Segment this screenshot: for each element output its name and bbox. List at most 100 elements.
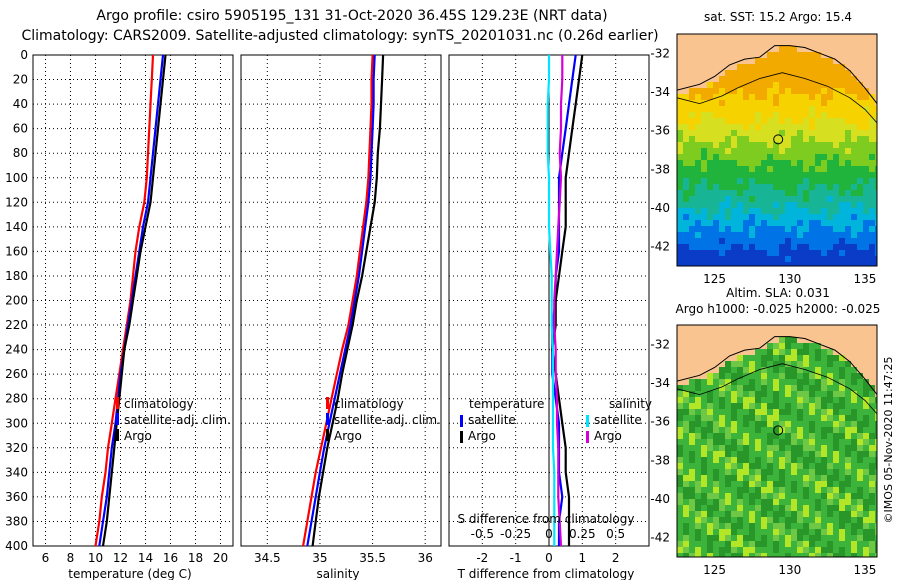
map-cell xyxy=(863,208,870,215)
map-cell xyxy=(809,52,816,59)
map-cell xyxy=(725,112,732,119)
map-cell xyxy=(857,64,864,71)
map-cell xyxy=(695,244,702,251)
map-cell xyxy=(863,535,870,542)
map-cell xyxy=(707,196,714,203)
map-cell xyxy=(857,88,864,95)
map-cell xyxy=(731,439,738,446)
map-cell xyxy=(857,325,864,332)
map-cell xyxy=(725,487,732,494)
map-cell xyxy=(731,232,738,239)
map-cell xyxy=(863,403,870,410)
map-cell xyxy=(695,517,702,524)
map-cell xyxy=(713,373,720,380)
map-cell xyxy=(863,439,870,446)
map-cell xyxy=(791,88,798,95)
map-cell xyxy=(749,148,756,155)
map-cell xyxy=(875,547,877,554)
map-cell xyxy=(749,262,756,266)
map-cell xyxy=(815,220,822,227)
map-cell xyxy=(791,397,798,404)
map-cell xyxy=(857,427,864,434)
map-cell xyxy=(839,487,846,494)
map-cell xyxy=(863,469,870,476)
map-cell xyxy=(839,46,846,53)
map-cell xyxy=(677,451,684,458)
map-cell xyxy=(803,373,810,380)
map-cell xyxy=(713,553,720,557)
map-cell xyxy=(713,88,720,95)
map-cell xyxy=(749,403,756,410)
map-cell xyxy=(689,397,696,404)
map-cell xyxy=(821,262,828,266)
map-cell xyxy=(809,178,816,185)
map-cell xyxy=(761,421,768,428)
map-cell xyxy=(701,325,708,332)
map-cell xyxy=(737,88,744,95)
map-cell xyxy=(737,130,744,137)
map-cell xyxy=(713,415,720,422)
map-cell xyxy=(773,184,780,191)
map-cell xyxy=(785,529,792,536)
map-cell xyxy=(803,493,810,500)
map-cell xyxy=(677,385,684,392)
map-cell xyxy=(725,445,732,452)
map-cell xyxy=(743,214,750,221)
map-cell xyxy=(761,112,768,119)
series-line-argo xyxy=(311,54,385,547)
map-cell xyxy=(875,397,877,404)
map-cell xyxy=(707,178,714,185)
map-cell xyxy=(839,427,846,434)
map-cell xyxy=(797,208,804,215)
map-cell xyxy=(791,220,798,227)
map-cell xyxy=(821,421,828,428)
map-cell xyxy=(815,463,822,470)
map-cell xyxy=(869,70,876,77)
map-cell xyxy=(857,511,864,518)
map-cell xyxy=(713,136,720,143)
map-cell xyxy=(803,178,810,185)
map-frame xyxy=(676,324,878,558)
map-cell xyxy=(719,415,726,422)
map-cell xyxy=(767,373,774,380)
map-cell xyxy=(689,391,696,398)
map-cell xyxy=(689,82,696,89)
map-cell xyxy=(773,361,780,368)
map-cell xyxy=(827,58,834,65)
map-cell xyxy=(737,184,744,191)
map-cell xyxy=(743,70,750,77)
map-cell xyxy=(731,415,738,422)
map-cell xyxy=(803,64,810,71)
map-cell xyxy=(821,367,828,374)
map-cell xyxy=(875,202,877,209)
map-cell xyxy=(779,130,786,137)
map-cell xyxy=(869,148,876,155)
map-cell xyxy=(707,547,714,554)
map-cell xyxy=(725,58,732,65)
map-cell xyxy=(857,124,864,131)
map-cell xyxy=(767,124,774,131)
map-cell xyxy=(773,256,780,263)
map-cell xyxy=(875,82,877,89)
map-cell xyxy=(827,547,834,554)
map-cell xyxy=(857,142,864,149)
map-cell xyxy=(785,415,792,422)
map-cell xyxy=(743,517,750,524)
map-cell xyxy=(839,409,846,416)
map-cell xyxy=(827,397,834,404)
map-cell xyxy=(725,463,732,470)
map-cell xyxy=(725,511,732,518)
map-cell xyxy=(767,88,774,95)
map-lon-tick: 135 xyxy=(854,563,877,577)
map-cell xyxy=(803,355,810,362)
map-cell xyxy=(767,40,774,47)
map-cell xyxy=(677,355,684,362)
map-cell xyxy=(851,391,858,398)
map-cell xyxy=(713,439,720,446)
map-cell xyxy=(827,391,834,398)
map-cell xyxy=(713,427,720,434)
legend-swatch-climatology xyxy=(326,397,329,409)
map-cell xyxy=(737,391,744,398)
map-cell xyxy=(725,82,732,89)
map-cell xyxy=(833,499,840,506)
